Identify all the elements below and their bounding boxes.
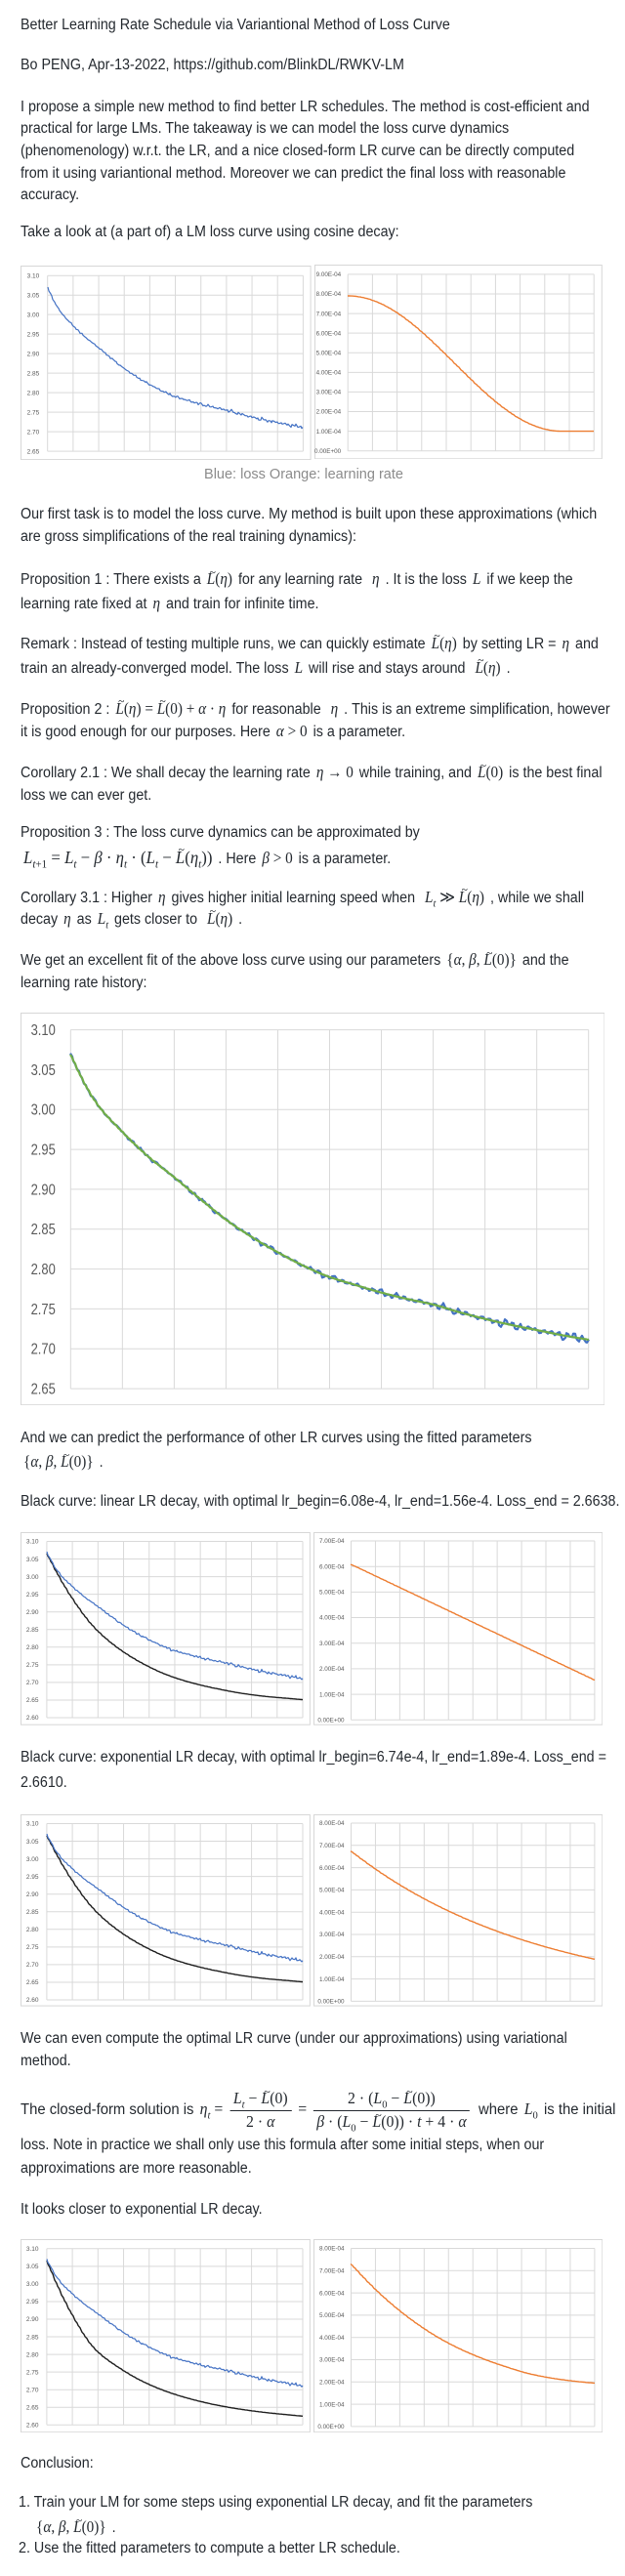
svg-text:3.00: 3.00 — [27, 312, 40, 318]
svg-text:0.00E+00: 0.00E+00 — [318, 2424, 346, 2431]
svg-text:3.00E-04: 3.00E-04 — [315, 390, 341, 396]
svg-text:3.00E-04: 3.00E-04 — [319, 1932, 345, 1938]
svg-text:2.80: 2.80 — [25, 2351, 38, 2358]
svg-text:3.00: 3.00 — [25, 1574, 38, 1581]
svg-text:2.95: 2.95 — [25, 1874, 38, 1881]
svg-text:2.65: 2.65 — [27, 448, 40, 455]
svg-text:2.70: 2.70 — [30, 1342, 55, 1358]
svg-text:2.60: 2.60 — [25, 1997, 38, 2004]
svg-text:2.60: 2.60 — [25, 2422, 38, 2429]
svg-text:5.00E-04: 5.00E-04 — [319, 1589, 345, 1596]
svg-text:2.75: 2.75 — [25, 1662, 38, 1669]
svg-text:7.00E-04: 7.00E-04 — [319, 1843, 345, 1849]
svg-text:2.95: 2.95 — [25, 1592, 38, 1599]
svg-text:3.00: 3.00 — [25, 2281, 38, 2288]
svg-text:2.00E-04: 2.00E-04 — [319, 1954, 345, 1961]
svg-text:3.10: 3.10 — [25, 2246, 38, 2253]
svg-text:3.00: 3.00 — [30, 1102, 55, 1119]
svg-text:3.05: 3.05 — [27, 292, 40, 299]
svg-text:2.00E-04: 2.00E-04 — [319, 1666, 345, 1673]
svg-text:0.00E+00: 0.00E+00 — [314, 448, 342, 455]
svg-text:2.70: 2.70 — [25, 1962, 38, 1969]
svg-text:2.80: 2.80 — [30, 1262, 55, 1278]
svg-text:2.90: 2.90 — [30, 1183, 55, 1199]
svg-text:5.00E-04: 5.00E-04 — [315, 351, 341, 357]
svg-text:9.00E-04: 9.00E-04 — [315, 271, 341, 278]
svg-text:2.85: 2.85 — [25, 1627, 38, 1634]
svg-text:4.00E-04: 4.00E-04 — [319, 1909, 345, 1916]
svg-text:2.95: 2.95 — [27, 331, 40, 338]
svg-text:8.00E-04: 8.00E-04 — [319, 2245, 345, 2252]
svg-text:1.00E-04: 1.00E-04 — [319, 2401, 345, 2408]
svg-text:2.80: 2.80 — [25, 1644, 38, 1651]
svg-text:6.00E-04: 6.00E-04 — [319, 1563, 345, 1570]
svg-text:2.70: 2.70 — [27, 429, 40, 436]
svg-text:0.00E+00: 0.00E+00 — [318, 1998, 346, 2005]
svg-text:2.00E-04: 2.00E-04 — [315, 409, 341, 416]
svg-text:2.85: 2.85 — [25, 2334, 38, 2341]
svg-text:2.80: 2.80 — [27, 390, 40, 396]
svg-text:3.00E-04: 3.00E-04 — [319, 1641, 345, 1647]
svg-text:2.65: 2.65 — [25, 1697, 38, 1704]
svg-text:3.00E-04: 3.00E-04 — [319, 2356, 345, 2363]
svg-text:2.65: 2.65 — [25, 2404, 38, 2411]
svg-text:3.10: 3.10 — [25, 1821, 38, 1828]
svg-text:2.75: 2.75 — [25, 1944, 38, 1951]
svg-text:1.00E-04: 1.00E-04 — [315, 429, 341, 436]
svg-text:3.05: 3.05 — [25, 1839, 38, 1846]
svg-text:2.85: 2.85 — [25, 1909, 38, 1916]
svg-text:2.95: 2.95 — [25, 2299, 38, 2306]
svg-text:7.00E-04: 7.00E-04 — [315, 312, 341, 318]
svg-text:2.60: 2.60 — [25, 1715, 38, 1722]
svg-text:2.75: 2.75 — [27, 409, 40, 416]
svg-text:3.05: 3.05 — [25, 1556, 38, 1562]
svg-text:2.70: 2.70 — [25, 2387, 38, 2393]
svg-text:2.65: 2.65 — [25, 1979, 38, 1986]
svg-text:2.85: 2.85 — [27, 370, 40, 377]
svg-text:6.00E-04: 6.00E-04 — [315, 331, 341, 338]
svg-text:2.65: 2.65 — [30, 1382, 55, 1398]
svg-text:3.00: 3.00 — [25, 1856, 38, 1863]
svg-text:1.00E-04: 1.00E-04 — [319, 1691, 345, 1698]
svg-text:2.75: 2.75 — [25, 2369, 38, 2376]
svg-text:2.85: 2.85 — [30, 1223, 55, 1239]
svg-text:7.00E-04: 7.00E-04 — [319, 1538, 345, 1545]
svg-text:6.00E-04: 6.00E-04 — [319, 1865, 345, 1872]
svg-text:2.00E-04: 2.00E-04 — [319, 2379, 345, 2386]
svg-text:2.75: 2.75 — [30, 1302, 55, 1318]
svg-text:3.05: 3.05 — [30, 1062, 55, 1079]
svg-text:5.00E-04: 5.00E-04 — [319, 1887, 345, 1893]
svg-text:0.00E+00: 0.00E+00 — [318, 1717, 346, 1724]
svg-text:4.00E-04: 4.00E-04 — [315, 370, 341, 377]
svg-text:2.95: 2.95 — [30, 1143, 55, 1159]
svg-text:4.00E-04: 4.00E-04 — [319, 1614, 345, 1621]
svg-text:1.00E-04: 1.00E-04 — [319, 1976, 345, 1983]
svg-text:2.90: 2.90 — [25, 2316, 38, 2323]
svg-text:3.10: 3.10 — [30, 1022, 55, 1039]
svg-text:2.90: 2.90 — [27, 351, 40, 357]
svg-text:2.70: 2.70 — [25, 1680, 38, 1686]
svg-text:3.10: 3.10 — [27, 272, 40, 279]
svg-text:2.80: 2.80 — [25, 1927, 38, 1933]
svg-text:8.00E-04: 8.00E-04 — [319, 1820, 345, 1827]
svg-text:2.90: 2.90 — [25, 1609, 38, 1616]
svg-text:7.00E-04: 7.00E-04 — [319, 2267, 345, 2274]
svg-text:2.90: 2.90 — [25, 1891, 38, 1898]
svg-text:6.00E-04: 6.00E-04 — [319, 2290, 345, 2297]
svg-text:4.00E-04: 4.00E-04 — [319, 2334, 345, 2341]
svg-text:8.00E-04: 8.00E-04 — [315, 291, 341, 298]
svg-text:5.00E-04: 5.00E-04 — [319, 2312, 345, 2319]
svg-text:3.10: 3.10 — [25, 1538, 38, 1545]
svg-text:3.05: 3.05 — [25, 2264, 38, 2270]
